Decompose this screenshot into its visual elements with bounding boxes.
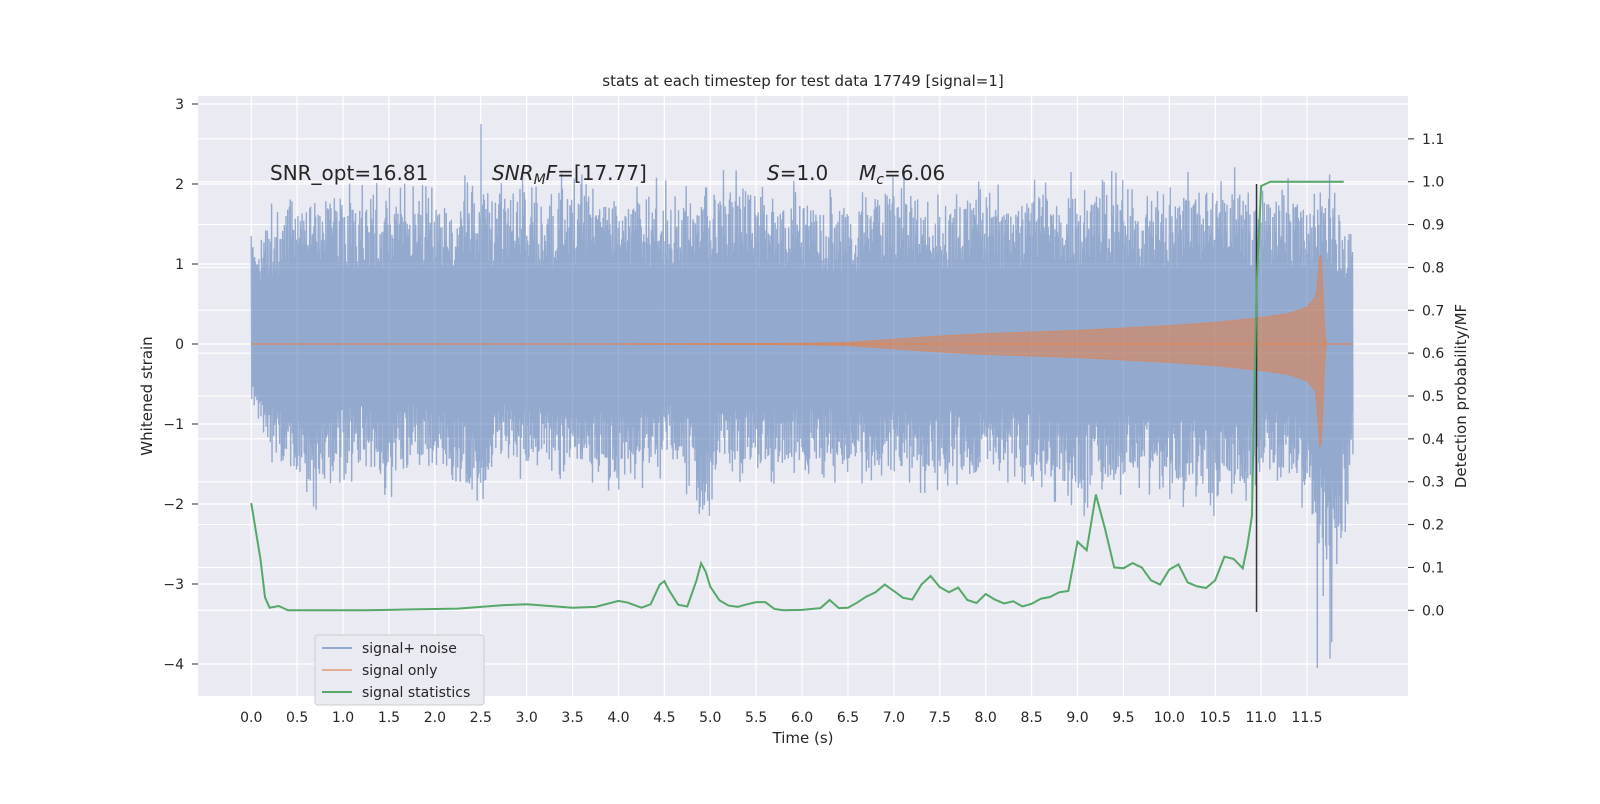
annotation-snr-mf: SNRMF=[17.77] [492, 161, 647, 188]
signal-noise-line [250, 123, 1354, 669]
x-tick-label: 6.0 [791, 710, 813, 726]
y-tick-label-left: −4 [163, 657, 184, 673]
x-tick-label: 9.0 [1066, 710, 1088, 726]
y-tick-label-right: 0.8 [1422, 260, 1444, 276]
y-tick-labels-right: 1.1 1.0 0.9 0.8 0.7 0.6 0.5 0.4 0.3 0.2 0.1 0.0 [1408, 132, 1444, 619]
y-tick-label-right: 0.2 [1422, 518, 1444, 534]
y-tick-label-right: 0.5 [1422, 389, 1444, 405]
x-tick-label: 1.0 [332, 710, 354, 726]
y-tick-label-left: −3 [163, 577, 184, 593]
y-tick-label-left: −2 [163, 497, 184, 513]
x-tick-label: 5.0 [699, 710, 721, 726]
y-tick-labels-left: 3 2 1 0 −1 −2 −3 −4 [163, 97, 198, 673]
x-tick-label: 8.0 [975, 710, 997, 726]
x-tick-labels: 0.0 0.5 1.0 1.5 2.0 2.5 3.0 3.5 4.0 4.5 5.0 5.5 6.0 6… [240, 710, 1322, 726]
x-tick-label: 3.0 [516, 710, 538, 726]
y-tick-label-right: 0.6 [1422, 346, 1444, 362]
x-tick-label: 0.0 [240, 710, 262, 726]
y-tick-label-right: 1.1 [1422, 132, 1444, 148]
y-tick-label-left: −1 [163, 417, 184, 433]
x-tick-label: 7.0 [883, 710, 905, 726]
chart-title: stats at each timestep for test data 177… [602, 72, 1003, 90]
y-tick-label-right: 0.9 [1422, 218, 1444, 234]
x-tick-label: 11.0 [1246, 710, 1277, 726]
annotation-s: S=1.0 [767, 161, 828, 185]
x-tick-label: 10.5 [1200, 710, 1231, 726]
y-axis-label-right: Detection probability/MF [1452, 304, 1470, 488]
x-axis-label: Time (s) [772, 729, 834, 747]
annotation-mc: Mc=6.06 [859, 161, 945, 188]
x-tick-label: 11.5 [1291, 710, 1322, 726]
legend: signal+ noise signal only signal statist… [314, 634, 485, 706]
y-tick-label-right: 0.7 [1422, 303, 1444, 319]
x-tick-label: 2.5 [470, 710, 492, 726]
x-tick-label: 0.5 [286, 710, 308, 726]
legend-label-signal-statistics: signal statistics [362, 685, 470, 701]
y-axis-label-left: Whitened strain [138, 336, 156, 455]
x-tick-label: 5.5 [745, 710, 767, 726]
x-tick-label: 7.5 [929, 710, 951, 726]
legend-label-signal-noise: signal+ noise [362, 641, 457, 657]
y-tick-label-left: 2 [175, 177, 184, 193]
series-layer [250, 123, 1354, 669]
y-tick-label-right: 0.0 [1422, 603, 1444, 619]
x-tick-label: 1.5 [378, 710, 400, 726]
x-tick-label: 4.5 [653, 710, 675, 726]
x-tick-label: 9.5 [1112, 710, 1134, 726]
annotation-snr-opt: SNR_opt=16.81 [270, 161, 428, 185]
signal-statistics-line [250, 180, 1344, 612]
annotations: SNR_opt=16.81 SNRMF=[17.77] S=1.0 Mc=6.0… [270, 161, 945, 188]
y-tick-label-right: 0.1 [1422, 560, 1444, 576]
y-tick-label-right: 1.0 [1422, 175, 1444, 191]
x-tick-label: 2.0 [424, 710, 446, 726]
x-tick-label: 4.0 [607, 710, 629, 726]
y-tick-label-left: 3 [175, 97, 184, 113]
y-tick-label-left: 1 [175, 257, 184, 273]
x-tick-label: 10.0 [1154, 710, 1185, 726]
x-tick-label: 6.5 [837, 710, 859, 726]
legend-label-signal-only: signal only [362, 663, 437, 679]
x-tick-label: 3.5 [561, 710, 583, 726]
legend-box [314, 634, 485, 706]
x-tick-label: 8.5 [1020, 710, 1042, 726]
y-tick-label-right: 0.3 [1422, 475, 1444, 491]
y-tick-label-right: 0.4 [1422, 432, 1444, 448]
y-tick-label-left: 0 [175, 337, 184, 353]
